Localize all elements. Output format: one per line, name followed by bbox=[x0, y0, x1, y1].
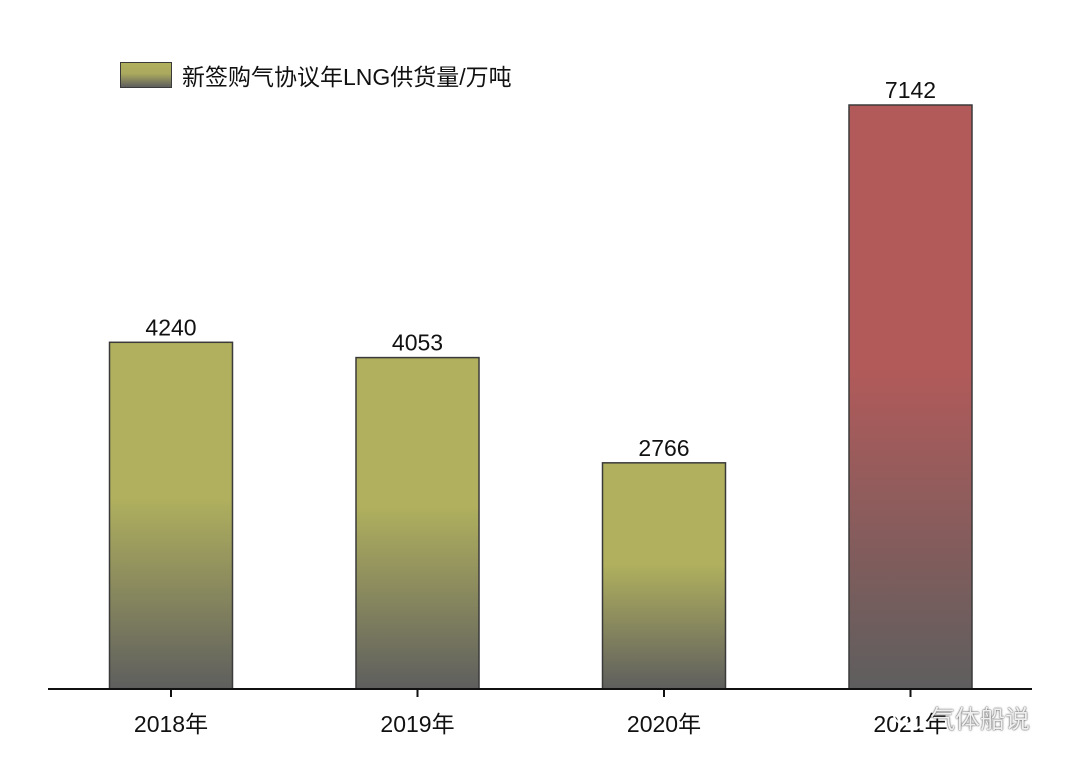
watermark: 气体船说 bbox=[892, 700, 1030, 736]
data-label: 2766 bbox=[638, 435, 689, 461]
data-label: 4240 bbox=[145, 314, 196, 340]
bars-layer bbox=[108, 104, 973, 690]
legend-swatch bbox=[120, 62, 172, 88]
bar-2018年 bbox=[108, 341, 234, 690]
legend: 新签购气协议年LNG供货量/万吨 bbox=[120, 58, 512, 92]
bar-2019年 bbox=[355, 356, 480, 690]
x-tick-label: 2018年 bbox=[134, 711, 208, 737]
wechat-icon bbox=[893, 705, 924, 730]
bar-2021年 bbox=[848, 104, 973, 690]
data-label: 7142 bbox=[885, 77, 936, 103]
x-tick-label: 2021年 bbox=[873, 711, 947, 737]
legend-label: 新签购气协议年LNG供货量/万吨 bbox=[182, 64, 512, 90]
x-tick-label: 2019年 bbox=[380, 711, 454, 737]
watermark-text: 气体船说 bbox=[930, 706, 1031, 734]
x-tick-label: 2020年 bbox=[627, 711, 701, 737]
data-labels-layer: 4240 4053 2766 7142 bbox=[145, 77, 936, 461]
x-ticks-layer: 2018年 2019年 2020年 2021年 bbox=[134, 689, 948, 737]
data-label: 4053 bbox=[392, 330, 443, 356]
bar-2020年 bbox=[601, 462, 727, 690]
